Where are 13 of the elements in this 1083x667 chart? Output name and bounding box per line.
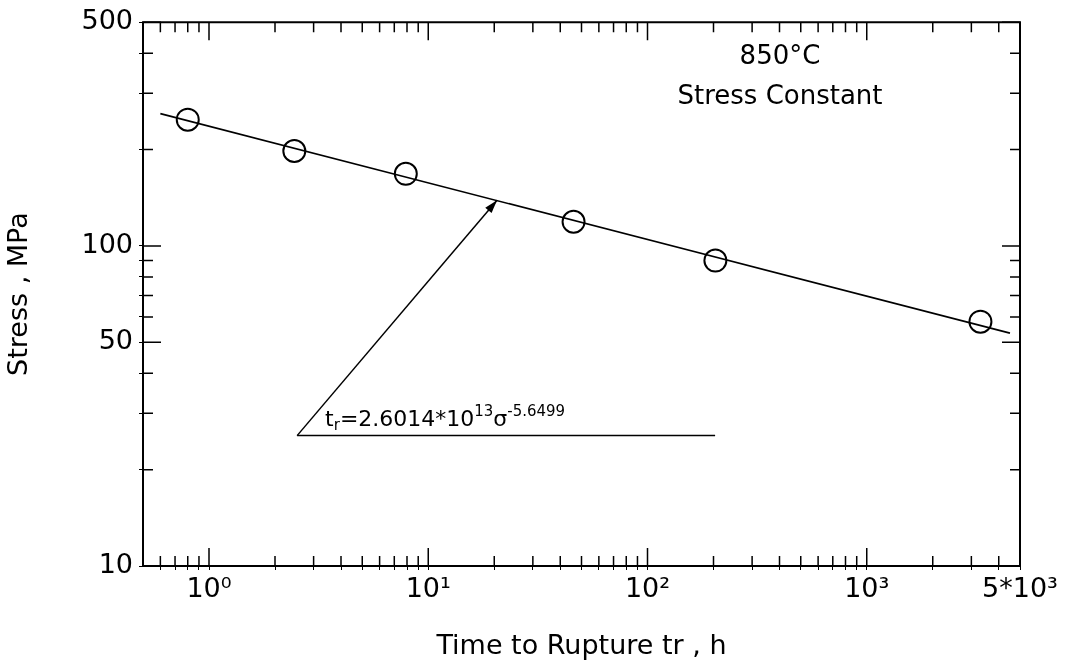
- x-axis-title: Time to Rupture tr , h: [435, 628, 727, 660]
- x-tick-label: 5*10³: [982, 572, 1058, 604]
- annotation: Stress Constant: [677, 80, 883, 111]
- annotation: 850°C: [739, 40, 821, 71]
- y-tick-label: 100: [81, 227, 133, 259]
- x-tick-label: 10¹: [405, 572, 451, 604]
- x-tick-label: 10²: [624, 572, 671, 604]
- x-tick-label: 10³: [844, 572, 890, 604]
- x-tick-label: 10⁰: [186, 572, 232, 604]
- y-axis-title: Stress , MPa: [2, 212, 34, 376]
- y-tick-label: 10: [98, 548, 133, 580]
- y-tick-label: 500: [81, 4, 133, 36]
- y-tick-label: 50: [98, 324, 133, 356]
